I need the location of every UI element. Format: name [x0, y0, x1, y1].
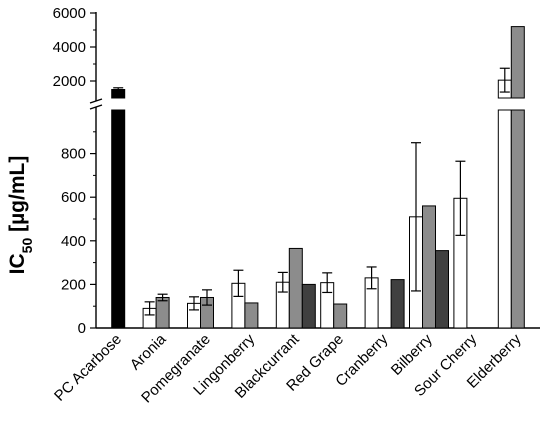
bar-series-2	[244, 302, 259, 329]
bar-series-2	[422, 205, 436, 329]
axis-break-mark	[89, 104, 103, 110]
bar-series-2	[155, 296, 170, 329]
axes	[89, 12, 540, 329]
bar-control	[111, 109, 126, 329]
y-tick-label: 0	[78, 320, 86, 337]
y-axis-label: IC50 [µg/mL]	[6, 156, 35, 275]
y-tick-label: 4000	[53, 39, 86, 56]
category-label: Aronia	[127, 330, 170, 373]
bar-series-1	[497, 109, 512, 329]
y-tick-label: 200	[61, 276, 86, 293]
bar-series-3	[435, 250, 449, 329]
error-bars	[113, 67, 510, 316]
bars	[111, 26, 525, 329]
y-axis-label-unit: [µg/mL]	[6, 156, 29, 238]
y-tick-label: 2000	[53, 73, 86, 90]
y-axis-label-subscript: 50	[19, 238, 35, 254]
y-tick-label: 800	[61, 146, 86, 163]
axis-break-mark	[89, 98, 103, 104]
bar-series-3	[390, 279, 405, 329]
y-axis-label-main: IC	[6, 253, 29, 274]
y-tick-labels: 0 200 400 600 800 2000 4000 6000	[53, 5, 96, 337]
bar-series-2	[510, 26, 525, 99]
bar-series-2	[288, 247, 303, 329]
y-tick-label: 400	[61, 233, 86, 250]
y-tick-label: 6000	[53, 5, 86, 22]
y-tick-label: 600	[61, 189, 86, 206]
category-labels: PC Acarbose AroniaPomegranateLingonberryB…	[51, 330, 525, 406]
category-label: PC Acarbose	[51, 331, 125, 405]
bar-series-2	[333, 303, 348, 329]
bar-series-3	[301, 283, 316, 329]
bar-series-2	[510, 109, 525, 329]
